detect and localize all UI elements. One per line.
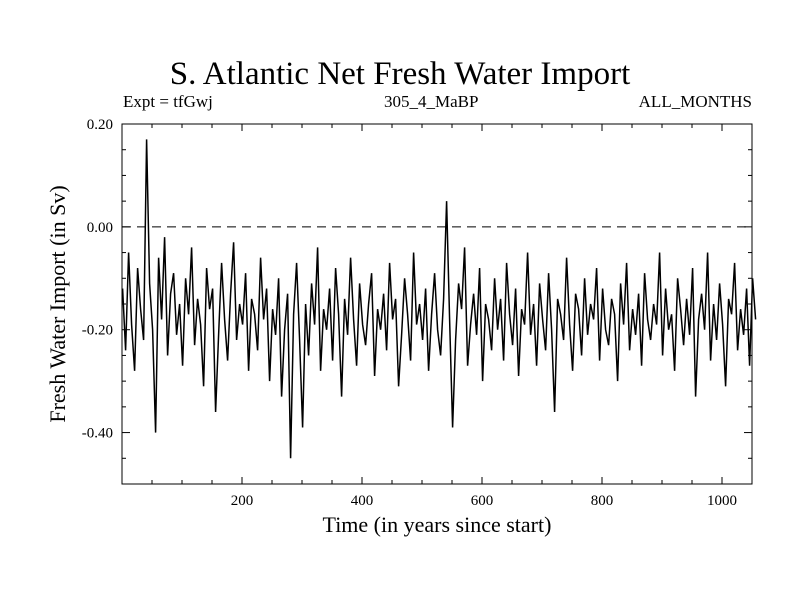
x-axis-title: Time (in years since start) xyxy=(322,512,552,537)
x-tick-label: 800 xyxy=(591,493,614,509)
experiment-label: Expt = tfGwj xyxy=(123,92,213,111)
run-label: 305_4_MaBP xyxy=(384,92,479,111)
chart-title: S. Atlantic Net Fresh Water Import xyxy=(169,56,631,92)
series-line-1 xyxy=(121,139,757,459)
x-tick-label: 400 xyxy=(351,493,374,509)
y-tick-label: 0.00 xyxy=(87,220,113,236)
months-label: ALL_MONTHS xyxy=(638,92,752,111)
x-tick-label: 1000 xyxy=(707,493,737,509)
axis-ticks: 200 400 600 800 1000 -0.40 -0.20 0.00 0.20 xyxy=(82,117,753,509)
chart-marks xyxy=(121,139,757,459)
x-tick-label: 200 xyxy=(231,493,254,509)
x-tick-label: 600 xyxy=(471,493,494,509)
y-tick-label: -0.20 xyxy=(82,323,113,339)
y-axis-title: Fresh Water Import (in Sv) xyxy=(45,185,70,423)
y-tick-label: 0.20 xyxy=(87,117,113,133)
y-tick-label: -0.40 xyxy=(82,426,113,442)
